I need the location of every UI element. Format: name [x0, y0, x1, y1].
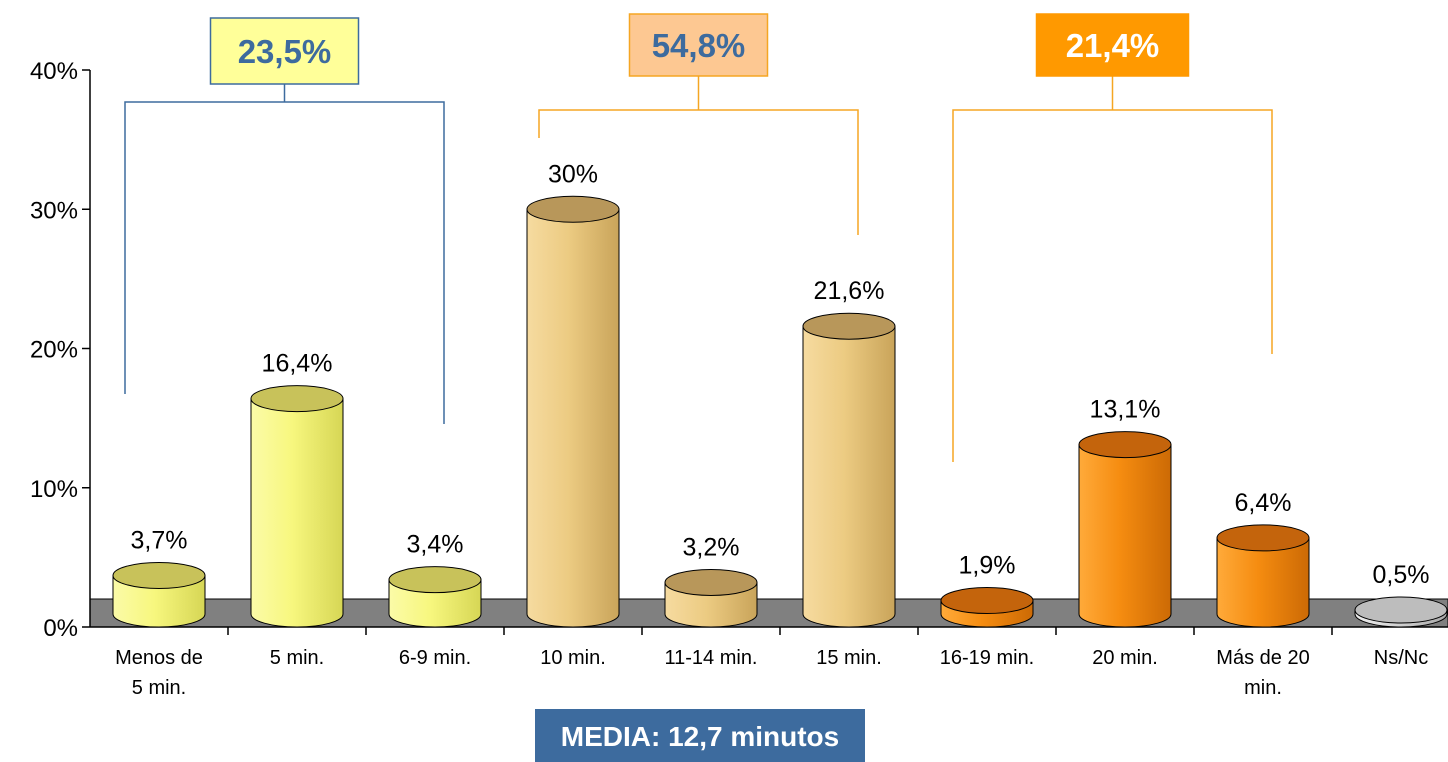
bar: [388, 566, 482, 628]
data-label: 16,4%: [262, 350, 333, 378]
x-tick-label: 20 min.: [1092, 647, 1158, 669]
y-tick-label: 10%: [30, 476, 78, 503]
bar-body: [388, 579, 482, 628]
group-total-label: 54,8%: [652, 27, 746, 64]
x-tick-label: 11-14 min.: [664, 647, 757, 669]
bar-top: [250, 385, 344, 413]
data-label: 3,2%: [683, 533, 740, 561]
y-tick-label: 0%: [43, 615, 78, 642]
bar-top: [1216, 524, 1310, 552]
bar: [526, 195, 620, 628]
x-tick-label: 15 min.: [816, 647, 882, 669]
group-total-label: 23,5%: [238, 33, 332, 70]
bar-top: [940, 587, 1034, 615]
bar-top: [664, 568, 758, 596]
bar-top: [388, 566, 482, 594]
group-bracket: 23,5%: [124, 17, 445, 424]
bar: [1216, 524, 1310, 628]
bar-body: [1078, 444, 1172, 628]
x-tick-label: Ns/Nc: [1374, 647, 1428, 669]
data-label: 3,7%: [131, 526, 188, 554]
bar-top: [112, 561, 206, 589]
bar-body: [112, 574, 206, 628]
group-box: [209, 17, 360, 85]
bar-body: [802, 325, 896, 628]
bar-body: [250, 398, 344, 628]
y-tick-label: 20%: [30, 337, 78, 364]
x-tick-label: 5 min.: [270, 647, 324, 669]
bar: [802, 312, 896, 628]
x-tick-label: 10 min.: [540, 647, 606, 669]
data-label: 13,1%: [1090, 396, 1161, 424]
group-bracket: 21,4%: [952, 13, 1273, 462]
group-box: [1035, 13, 1190, 77]
media-label: MEDIA: 12,7 minutos: [561, 721, 839, 752]
x-tick-label: Menos de 5 min.: [115, 647, 203, 699]
bar: [940, 587, 1034, 628]
bar-body: [1216, 537, 1310, 628]
y-tick-label: 30%: [30, 197, 78, 224]
data-label: 3,4%: [407, 531, 464, 559]
bar-top: [526, 195, 620, 223]
bar-top: [1078, 431, 1172, 459]
y-tick-label: 40%: [30, 58, 78, 85]
group-total-label: 21,4%: [1066, 27, 1160, 64]
bar: [112, 561, 206, 628]
x-tick-label: 16-19 min.: [940, 647, 1035, 669]
bar: [1078, 431, 1172, 628]
x-tick-label: 6-9 min.: [399, 647, 471, 669]
data-label: 1,9%: [959, 552, 1016, 580]
media-box: [535, 709, 865, 762]
bar: [1354, 596, 1448, 628]
group-box: [628, 13, 769, 77]
bar: [664, 568, 758, 628]
x-tick-label: Más de 20 min.: [1216, 647, 1309, 699]
data-label: 21,6%: [814, 277, 885, 305]
bar-body: [526, 208, 620, 628]
data-label: 30%: [548, 160, 598, 188]
bar: [250, 385, 344, 628]
group-bracket: 54,8%: [538, 13, 859, 235]
data-label: 6,4%: [1235, 489, 1292, 517]
bar-top: [802, 312, 896, 340]
bar-top: [1354, 596, 1448, 624]
data-label: 0,5%: [1373, 561, 1430, 589]
